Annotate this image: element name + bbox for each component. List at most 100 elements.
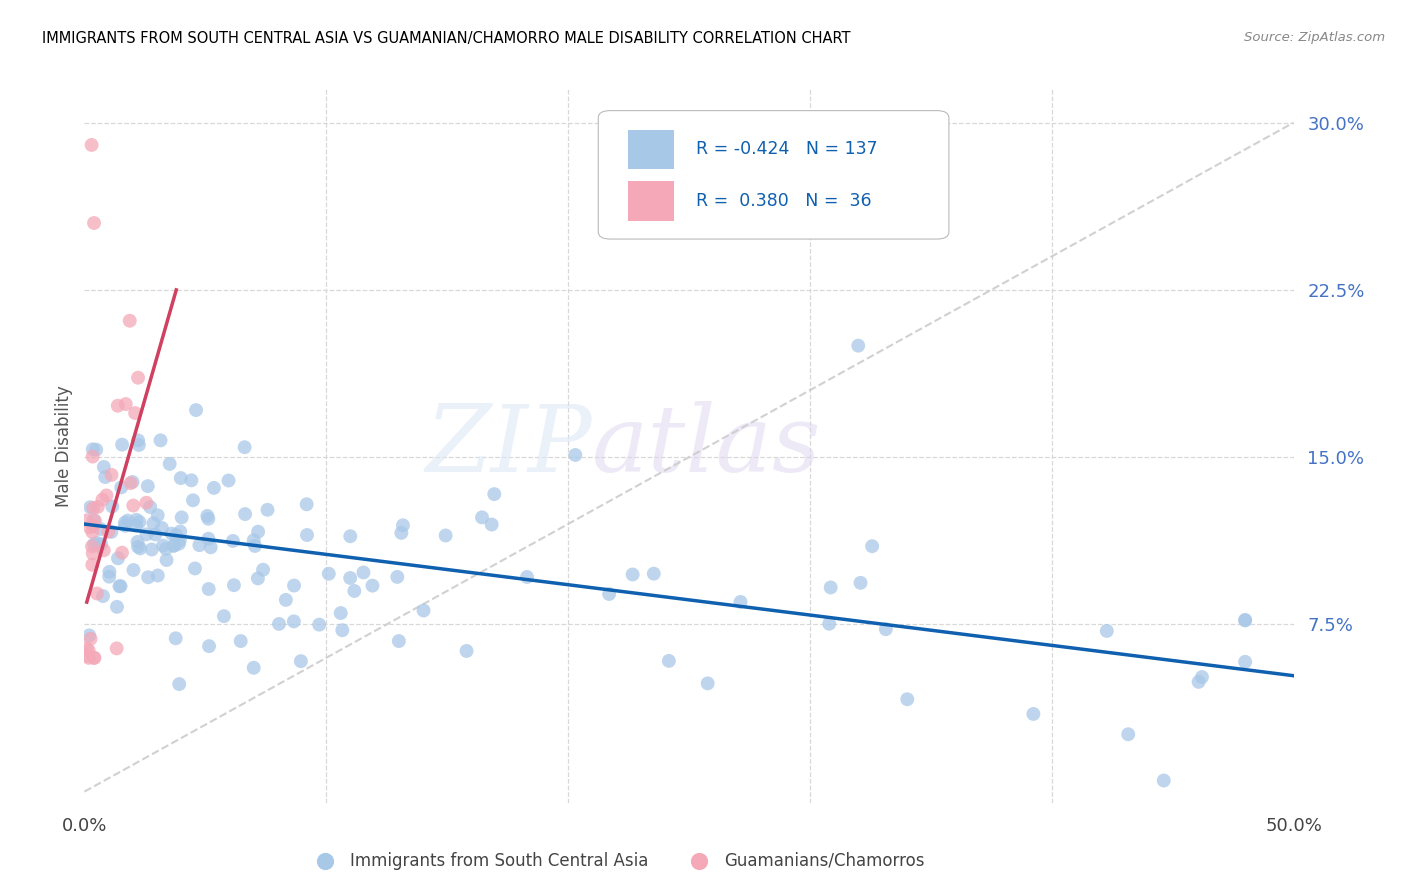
Text: ZIP: ZIP — [426, 401, 592, 491]
Point — [184, 403, 207, 417]
Point — [283, 615, 305, 629]
Point — [658, 654, 681, 668]
Point — [170, 471, 193, 485]
Point — [200, 541, 222, 555]
Point — [167, 677, 190, 691]
Point — [96, 488, 118, 502]
Point — [818, 616, 841, 631]
Text: R =  0.380   N =  36: R = 0.380 N = 36 — [696, 192, 872, 210]
Point — [91, 492, 114, 507]
Point — [82, 442, 104, 457]
Point — [76, 513, 98, 527]
Point — [392, 518, 415, 533]
Point — [169, 533, 191, 548]
Point — [80, 138, 103, 153]
Point — [1153, 773, 1175, 788]
Point — [387, 570, 409, 584]
Point — [82, 519, 104, 533]
Bar — [628, 130, 675, 169]
Point — [93, 460, 115, 475]
Point — [118, 314, 141, 328]
Point — [89, 522, 111, 536]
Point — [434, 528, 457, 542]
Point — [105, 641, 128, 656]
Point — [165, 528, 187, 542]
Point — [159, 457, 181, 471]
Point — [101, 500, 124, 514]
Point — [167, 537, 190, 551]
Point — [124, 406, 146, 420]
FancyBboxPatch shape — [599, 111, 949, 239]
Text: R = -0.424   N = 137: R = -0.424 N = 137 — [696, 141, 877, 159]
Point — [114, 516, 136, 530]
Point — [141, 542, 163, 557]
Point — [1095, 624, 1118, 638]
Point — [456, 644, 478, 658]
Point — [84, 442, 107, 457]
Point — [146, 508, 169, 523]
Point — [180, 473, 202, 487]
Point — [79, 500, 101, 515]
Point — [110, 579, 132, 593]
Point — [125, 513, 148, 527]
Point — [149, 434, 172, 448]
Point — [197, 512, 219, 526]
Point — [76, 641, 98, 656]
Point — [122, 563, 145, 577]
Point — [1022, 706, 1045, 721]
Point — [105, 599, 128, 614]
Point — [188, 538, 211, 552]
Point — [93, 543, 115, 558]
Point — [165, 632, 187, 646]
Point — [329, 606, 352, 620]
Point — [318, 566, 340, 581]
Point — [82, 501, 104, 516]
Point — [389, 525, 412, 540]
Point — [184, 561, 207, 575]
Point — [146, 568, 169, 582]
Point — [86, 536, 108, 550]
Point — [295, 528, 318, 542]
Point — [621, 567, 644, 582]
Point — [896, 692, 918, 706]
Point — [77, 643, 100, 657]
Point — [111, 546, 134, 560]
Point — [481, 517, 503, 532]
Point — [256, 503, 278, 517]
Point — [91, 589, 114, 603]
Point — [222, 533, 245, 548]
Point — [343, 584, 366, 599]
Point — [274, 593, 297, 607]
Point — [1191, 670, 1213, 684]
Point — [90, 537, 112, 551]
Point — [136, 479, 159, 493]
Point — [198, 639, 221, 653]
Point — [160, 526, 183, 541]
Point — [267, 616, 290, 631]
Point — [163, 539, 186, 553]
Point — [83, 513, 105, 527]
Point — [330, 624, 353, 638]
Point — [107, 551, 129, 566]
Point — [139, 500, 162, 514]
Point — [197, 532, 219, 546]
Point — [97, 524, 120, 539]
Point — [163, 539, 186, 553]
Point — [79, 632, 101, 646]
Point — [1234, 614, 1257, 628]
Point — [128, 515, 150, 529]
Point — [243, 539, 266, 553]
Point — [98, 565, 121, 579]
Point — [83, 651, 105, 665]
Legend: Immigrants from South Central Asia, Guamanians/Chamorros: Immigrants from South Central Asia, Guam… — [302, 846, 931, 877]
Point — [111, 437, 134, 451]
Point — [117, 514, 139, 528]
Point — [471, 510, 494, 524]
Point — [242, 533, 264, 548]
Point — [516, 570, 538, 584]
Point — [122, 499, 145, 513]
Point — [643, 566, 665, 581]
Point — [114, 397, 136, 411]
Point — [82, 524, 104, 539]
Point — [127, 370, 149, 384]
